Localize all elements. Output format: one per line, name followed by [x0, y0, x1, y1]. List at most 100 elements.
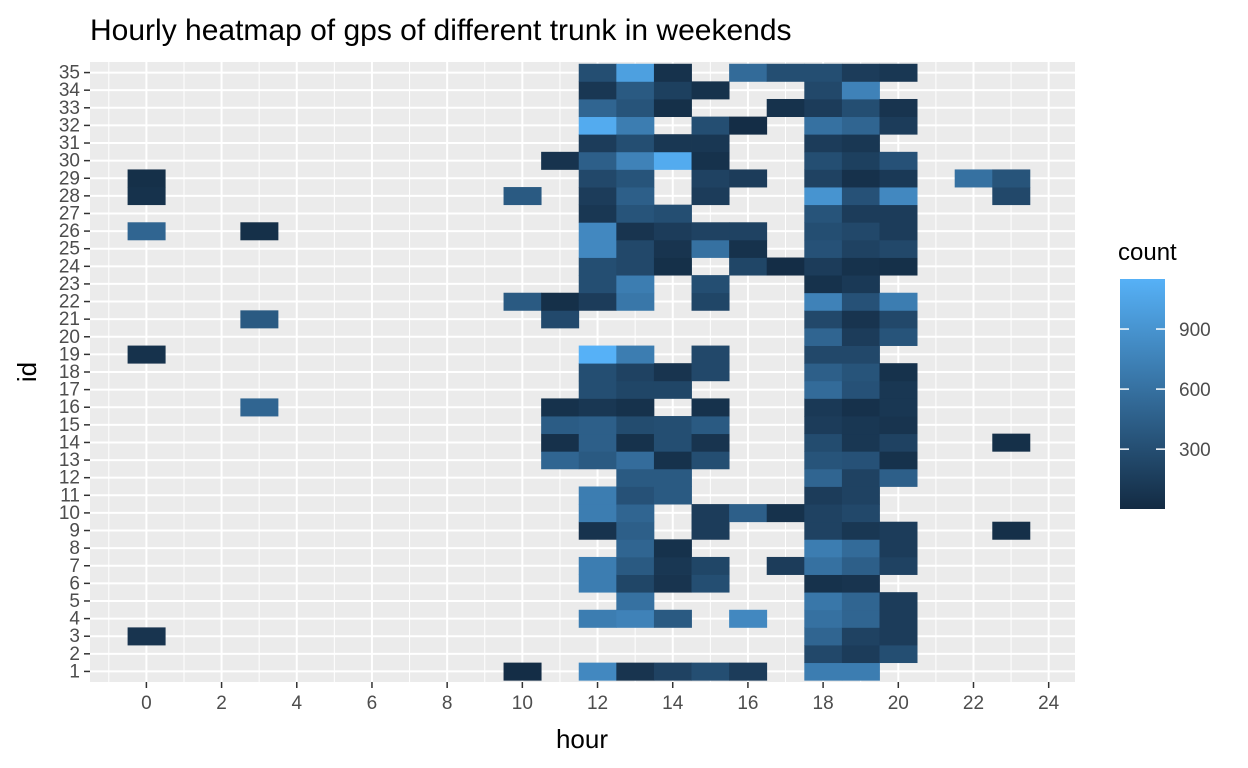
y-tick-label: 16	[59, 397, 80, 418]
heatmap-cell	[578, 556, 617, 575]
heatmap-cell	[804, 239, 843, 258]
heatmap-cell	[616, 451, 655, 470]
x-tick-label: 12	[587, 693, 608, 714]
y-tick-label: 8	[69, 538, 80, 559]
x-axis: 0 2 4 6 8 10 12 14 16 18 20 22 24	[141, 682, 1060, 714]
x-tick-label: 10	[512, 693, 533, 714]
heatmap-cell	[616, 398, 655, 417]
heatmap-cell	[804, 151, 843, 170]
heatmap-cell	[653, 134, 692, 153]
heatmap-cell	[879, 204, 918, 223]
heatmap-cell	[804, 433, 843, 452]
heatmap-cell	[616, 292, 655, 311]
heatmap-cell	[691, 345, 730, 364]
heatmap-cell	[729, 63, 768, 82]
heatmap-cell	[841, 204, 880, 223]
heatmap-cell	[729, 239, 768, 258]
heatmap-cell	[691, 116, 730, 135]
heatmap-cell	[879, 380, 918, 399]
heatmap-cell	[616, 556, 655, 575]
heatmap-cell	[616, 433, 655, 452]
heatmap-cell	[841, 609, 880, 628]
heatmap-cell	[804, 486, 843, 505]
heatmap-cell	[578, 398, 617, 417]
y-tick-label: 14	[59, 432, 81, 453]
heatmap-cell	[992, 187, 1031, 206]
y-tick-label: 4	[69, 609, 80, 630]
heatmap-cell	[503, 662, 542, 681]
heatmap-cell	[841, 345, 880, 364]
y-tick-label: 15	[59, 415, 80, 436]
heatmap-cell	[616, 222, 655, 241]
heatmap-cell	[804, 187, 843, 206]
heatmap-cell	[541, 433, 580, 452]
y-tick-label: 27	[59, 203, 80, 224]
heatmap-cell	[879, 63, 918, 82]
heatmap-cell	[804, 363, 843, 382]
x-tick-label: 4	[291, 693, 302, 714]
heatmap-cell	[691, 363, 730, 382]
y-tick-label: 5	[69, 591, 80, 612]
heatmap-cell	[729, 222, 768, 241]
heatmap-cell	[879, 257, 918, 276]
y-tick-label: 18	[59, 362, 80, 383]
heatmap-cell	[691, 662, 730, 681]
heatmap-cell	[541, 310, 580, 329]
heatmap-cell	[841, 592, 880, 611]
heatmap-cell	[653, 556, 692, 575]
heatmap-cell	[841, 327, 880, 346]
heatmap-cell	[653, 662, 692, 681]
heatmap-cell	[992, 521, 1031, 540]
heatmap-cell	[616, 63, 655, 82]
heatmap-cell	[578, 416, 617, 435]
y-tick-label: 17	[59, 380, 80, 401]
legend-break-label: 300	[1179, 440, 1211, 461]
heatmap-cell	[691, 292, 730, 311]
heatmap-cell	[691, 239, 730, 258]
heatmap-cell	[578, 63, 617, 82]
heatmap-cell	[653, 451, 692, 470]
heatmap-cell	[804, 275, 843, 294]
y-tick-label: 21	[59, 309, 80, 330]
heatmap-cell	[691, 275, 730, 294]
heatmap-cell	[616, 81, 655, 100]
heatmap-cell	[503, 187, 542, 206]
heatmap-cell	[653, 486, 692, 505]
y-tick-label: 24	[59, 256, 81, 277]
heatmap-cell	[578, 363, 617, 382]
heatmap-cell	[691, 451, 730, 470]
heatmap-cell	[653, 222, 692, 241]
y-tick-label: 13	[59, 450, 80, 471]
x-tick-label: 2	[216, 693, 227, 714]
y-tick-label: 2	[69, 644, 80, 665]
heatmap-cell	[578, 116, 617, 135]
heatmap-cell	[691, 151, 730, 170]
heatmap-cell	[616, 134, 655, 153]
heatmap-cell	[691, 169, 730, 188]
heatmap-cell	[841, 275, 880, 294]
y-tick-label: 35	[59, 63, 80, 84]
heatmap-cell	[804, 539, 843, 558]
x-tick-label: 18	[813, 693, 834, 714]
heatmap-cell	[578, 275, 617, 294]
heatmap-cell	[804, 609, 843, 628]
heatmap-cell	[616, 486, 655, 505]
x-tick-label: 22	[963, 693, 984, 714]
heatmap-cell	[879, 398, 918, 417]
heatmap-cell	[578, 574, 617, 593]
heatmap-cell	[240, 398, 279, 417]
heatmap-cell	[804, 257, 843, 276]
heatmap-cell	[691, 433, 730, 452]
heatmap-cell	[804, 310, 843, 329]
heatmap-cell	[841, 486, 880, 505]
heatmap-cell	[127, 627, 166, 646]
y-tick-label: 32	[59, 115, 80, 136]
y-axis: 1234567891011121314151617181920212223242…	[59, 63, 90, 682]
heatmap-cell	[616, 574, 655, 593]
heatmap-cell	[841, 239, 880, 258]
heatmap-cell	[729, 257, 768, 276]
heatmap-cell	[616, 151, 655, 170]
heatmap-cell	[879, 363, 918, 382]
heatmap-cell	[841, 521, 880, 540]
